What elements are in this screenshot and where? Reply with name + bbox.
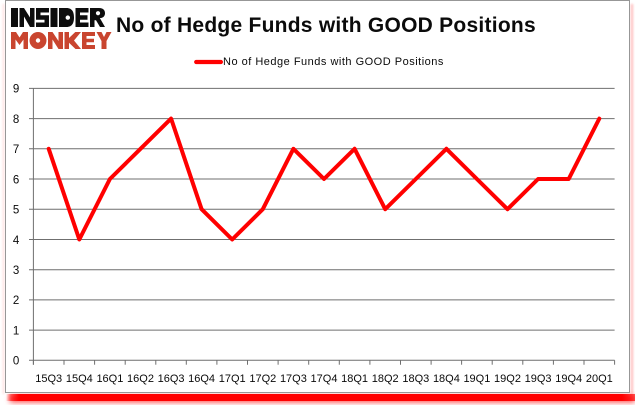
svg-text:15Q3: 15Q3 <box>35 373 62 385</box>
svg-text:16Q1: 16Q1 <box>96 373 123 385</box>
svg-text:17Q1: 17Q1 <box>219 373 246 385</box>
svg-text:18Q2: 18Q2 <box>372 373 399 385</box>
svg-text:20Q1: 20Q1 <box>586 373 613 385</box>
svg-text:15Q4: 15Q4 <box>66 373 93 385</box>
svg-text:18Q4: 18Q4 <box>433 373 460 385</box>
svg-text:17Q4: 17Q4 <box>311 373 338 385</box>
svg-text:19Q1: 19Q1 <box>463 373 490 385</box>
svg-text:19Q4: 19Q4 <box>555 373 582 385</box>
svg-text:19Q2: 19Q2 <box>494 373 521 385</box>
svg-text:17Q3: 17Q3 <box>280 373 307 385</box>
svg-text:3: 3 <box>13 265 19 277</box>
svg-text:9: 9 <box>13 84 19 96</box>
svg-text:1: 1 <box>13 325 19 337</box>
svg-text:18Q3: 18Q3 <box>402 373 429 385</box>
svg-text:16Q3: 16Q3 <box>158 373 185 385</box>
svg-text:0: 0 <box>13 356 19 368</box>
svg-text:17Q2: 17Q2 <box>249 373 276 385</box>
svg-text:No of Hedge Funds with GOOD Po: No of Hedge Funds with GOOD Positions <box>223 56 444 68</box>
svg-text:16Q4: 16Q4 <box>188 373 215 385</box>
svg-text:2: 2 <box>13 295 19 307</box>
svg-text:6: 6 <box>13 174 19 186</box>
svg-text:5: 5 <box>13 205 19 217</box>
svg-text:7: 7 <box>13 144 19 156</box>
svg-text:8: 8 <box>13 114 19 126</box>
svg-text:16Q2: 16Q2 <box>127 373 154 385</box>
svg-text:4: 4 <box>13 235 20 247</box>
svg-text:19Q3: 19Q3 <box>525 373 552 385</box>
svg-text:18Q1: 18Q1 <box>341 373 368 385</box>
